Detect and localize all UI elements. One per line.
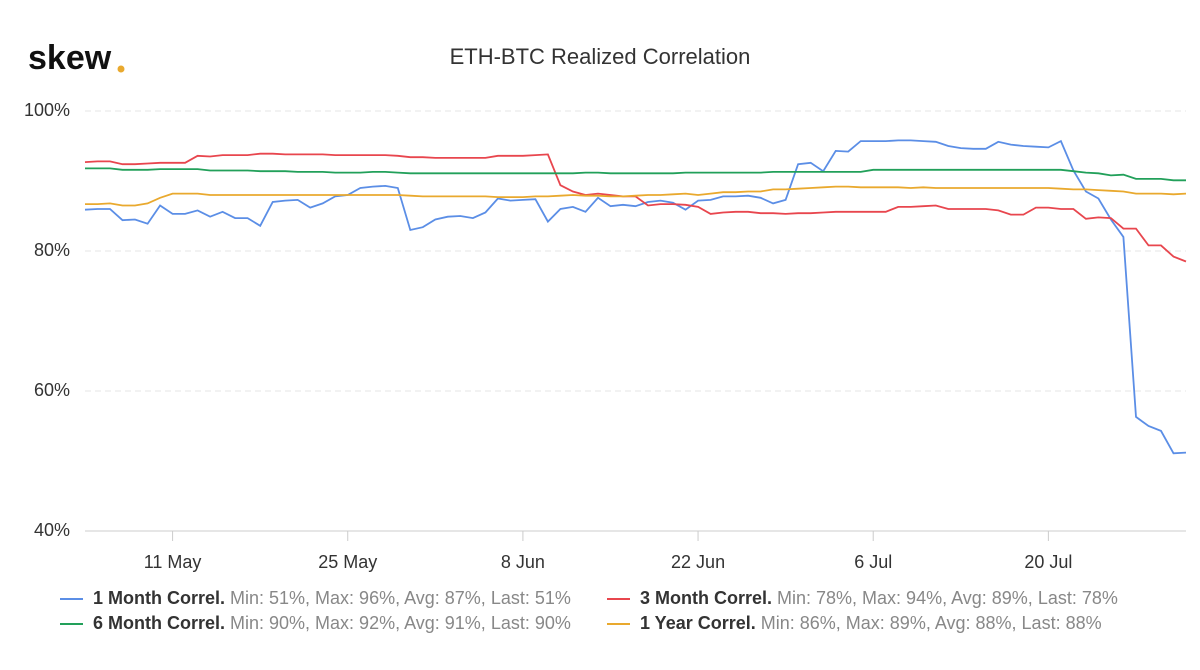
- legend-note: Min: 86%, Max: 89%, Avg: 88%, Last: 88%: [761, 613, 1102, 633]
- legend-note: Min: 51%, Max: 96%, Avg: 87%, Last: 51%: [230, 588, 571, 608]
- legend-label: 3 Month Correl.: [640, 588, 772, 608]
- y-tick-label: 80%: [34, 240, 70, 260]
- x-tick-label: 11 May: [144, 552, 202, 572]
- legend-label: 1 Month Correl.: [93, 588, 225, 608]
- legend-label: 1 Year Correl.: [640, 613, 756, 633]
- y-tick-label: 40%: [34, 520, 70, 540]
- brand-logo: skew: [28, 39, 112, 77]
- x-tick-label: 6 Jul: [854, 552, 892, 572]
- x-tick-label: 25 May: [318, 552, 377, 572]
- y-tick-label: 100%: [24, 100, 70, 120]
- legend-note: Min: 90%, Max: 92%, Avg: 91%, Last: 90%: [230, 613, 571, 633]
- brand-dot: [117, 65, 125, 73]
- series-line: [85, 167, 1186, 182]
- y-tick-label: 60%: [34, 380, 70, 400]
- series-line: [84, 139, 1187, 455]
- series-line: [85, 185, 1187, 207]
- x-tick-label: 20 Jul: [1024, 552, 1072, 572]
- legend-label: 6 Month Correl.: [93, 613, 225, 633]
- x-tick-label: 8 Jun: [501, 552, 545, 572]
- chart-title: ETH-BTC Realized Correlation: [450, 44, 751, 69]
- x-tick-label: 22 Jun: [671, 552, 725, 572]
- legend-note: Min: 78%, Max: 94%, Avg: 89%, Last: 78%: [777, 588, 1118, 608]
